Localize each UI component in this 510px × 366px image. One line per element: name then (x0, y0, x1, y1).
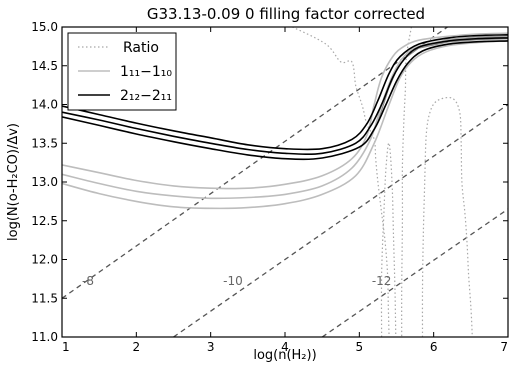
contour-labels: -8 -10 -12 (82, 274, 391, 288)
legend-1-1-label: 1₁₁−1₁₀ (120, 64, 172, 80)
contour-label: -8 (82, 274, 94, 288)
x-tick-label: 1 (62, 340, 70, 354)
x-tick-label: 7 (500, 340, 508, 354)
legend-2-2-label: 2₁₂−2₁₁ (120, 88, 172, 104)
y-tick-label: 11.0 (31, 330, 58, 344)
y-tick-label: 15.0 (31, 20, 58, 34)
x-tick-label: 5 (356, 340, 364, 354)
legend: Ratio 1₁₁−1₁₀ 2₁₂−2₁₁ (67, 32, 177, 111)
y-tick-label: 13.0 (31, 175, 58, 189)
contour-label: -12 (372, 274, 392, 288)
curve-2-2-2 (62, 40, 508, 161)
dashed-line-1 (173, 103, 508, 337)
x-tick-label: 4 (281, 340, 289, 354)
axis-ticks: 1 2 3 4 5 6 7 11.0 11.5 12.0 12.5 13.0 13.5 14.0 14.5 1… (31, 20, 509, 354)
curve-2-2-1 (62, 37, 508, 156)
ratio-contour-3 (380, 142, 397, 337)
x-tick-label: 2 (133, 340, 141, 354)
y-tick-label: 12.0 (31, 253, 58, 267)
chart-title: G33.13-0.09 0 filling factor corrected (147, 5, 425, 23)
dashed-line-2 (321, 208, 508, 337)
ratio-contour-2 (421, 96, 473, 337)
ratio-contour-0 (292, 27, 390, 337)
y-tick-label: 12.5 (31, 214, 58, 228)
x-tick-label: 3 (207, 340, 215, 354)
y-tick-label: 14.0 (31, 98, 58, 112)
x-tick-label: 6 (430, 340, 438, 354)
y-tick-label: 14.5 (31, 59, 58, 73)
curve-2-2-0 (62, 34, 508, 151)
contour-label: -10 (223, 274, 243, 288)
curve-1-1-2 (62, 40, 508, 210)
y-tick-label: 13.5 (31, 136, 58, 150)
curve-1-1-0 (62, 32, 508, 190)
dashed-line-0 (62, 27, 449, 299)
legend-ratio-label: Ratio (123, 40, 159, 56)
overlap-band (374, 35, 508, 132)
y-axis-label: log(N(o-H₂CO)/Δv) (6, 123, 21, 241)
plot-area (62, 27, 508, 337)
x-axis-label: log(n(H₂)) (253, 348, 316, 363)
y-tick-label: 11.5 (31, 291, 58, 305)
